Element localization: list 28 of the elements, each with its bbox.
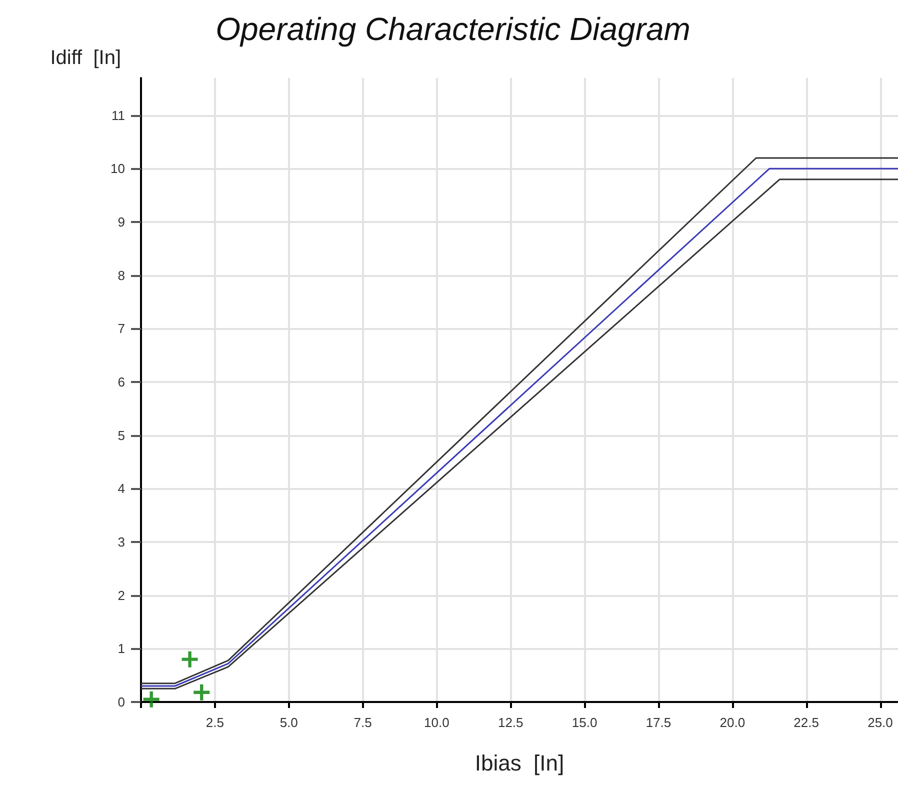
y-tick-label: 3 <box>118 534 125 550</box>
y-tick-label: 8 <box>118 268 125 283</box>
x-tick-label: 7.5 <box>354 715 372 730</box>
x-tick-label: 20.0 <box>720 715 746 730</box>
x-tick-label: 12.5 <box>498 715 524 730</box>
y-tick-label: 4 <box>118 481 125 496</box>
x-tick-label: 22.5 <box>794 715 819 730</box>
y-axis-title: Idiff [In] <box>50 47 121 69</box>
point <box>143 691 160 708</box>
x-tick-label: 17.5 <box>646 715 672 730</box>
y-tick-label: 5 <box>118 428 125 443</box>
x-tick-label: 2.5 <box>206 715 224 730</box>
y-tick-label: 7 <box>118 321 125 336</box>
y-tick-label: 2 <box>118 588 125 603</box>
chart-title: Operating Characteristic Diagram <box>216 11 690 47</box>
point <box>194 684 210 700</box>
y-tick-label: 1 <box>118 641 125 656</box>
x-tick-label: 15.0 <box>572 715 598 730</box>
y-tick-label: 11 <box>112 108 125 123</box>
y-tick-label: 0 <box>118 694 125 710</box>
x-tick-label: 5.0 <box>280 715 298 730</box>
x-tick-label: 25.0 <box>868 715 893 730</box>
point <box>182 651 198 668</box>
x-axis-title: Ibias [In] <box>474 750 564 776</box>
y-tick-label: 6 <box>118 374 125 390</box>
y-tick-label: 10 <box>110 161 125 176</box>
y-tick-label: 9 <box>118 214 125 230</box>
x-tick-label: 10.0 <box>424 715 450 730</box>
